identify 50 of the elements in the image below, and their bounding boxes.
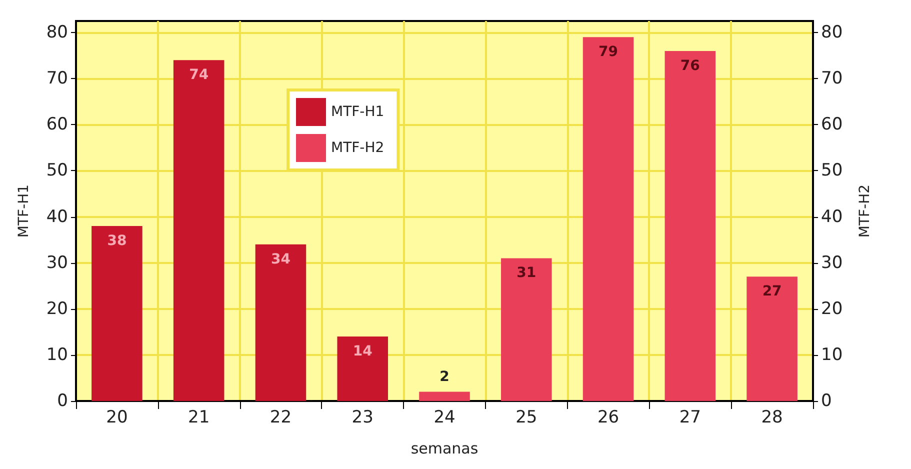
- data-label: 76: [680, 58, 700, 74]
- bar: [419, 392, 470, 401]
- data-label: 14: [352, 344, 373, 360]
- bar: [92, 226, 142, 401]
- y2-axis-title: MTF-H2: [857, 184, 873, 238]
- y-tick-label: 50: [46, 160, 68, 181]
- x-tick-label: 26: [597, 408, 620, 428]
- data-label: 2: [440, 368, 450, 385]
- x-tick-label: 24: [434, 408, 456, 428]
- data-label: 38: [107, 232, 127, 249]
- y-tick-label: 20: [46, 298, 68, 319]
- y2-tick-label: 30: [821, 252, 843, 273]
- data-label: 31: [516, 265, 536, 282]
- x-tick-label: 22: [270, 408, 292, 428]
- y2-tick-label: 60: [821, 114, 843, 135]
- data-label: 74: [189, 67, 209, 84]
- y2-tick-label: 20: [821, 298, 843, 319]
- x-axis-title: semanas: [410, 440, 478, 458]
- bar: [746, 276, 798, 401]
- x-tick-label: 21: [188, 408, 210, 428]
- y-tick-label: 10: [46, 344, 68, 365]
- data-label: 27: [762, 284, 782, 300]
- data-label: 34: [270, 251, 291, 268]
- y-tick-label: 60: [46, 114, 68, 135]
- bar: [501, 258, 552, 401]
- y-tick-label: 70: [46, 68, 68, 89]
- y2-tick-label: 80: [821, 22, 843, 43]
- data-label: 79: [598, 44, 618, 60]
- y-tick-label: 30: [46, 252, 68, 273]
- x-tick-label: 20: [106, 408, 128, 428]
- bar: [664, 50, 716, 401]
- legend-label: MTF-H2: [331, 140, 384, 156]
- y-axis-title: MTF-H1: [16, 184, 32, 238]
- bar: [337, 336, 388, 401]
- x-tick-label: 28: [761, 408, 783, 428]
- y2-tick-label: 50: [821, 160, 843, 181]
- bar: [173, 60, 224, 401]
- y2-tick-label: 0: [821, 391, 832, 411]
- y-tick-label: 80: [46, 22, 68, 43]
- y2-tick-label: 40: [821, 206, 843, 227]
- x-tick-label: 25: [516, 408, 538, 428]
- legend-label: MTF-H1: [331, 104, 384, 120]
- x-tick-label: 23: [352, 408, 374, 428]
- bar: [582, 37, 634, 401]
- y-tick-label: 0: [57, 391, 68, 411]
- y2-tick-label: 70: [821, 68, 843, 89]
- x-tick-label: 27: [679, 408, 701, 428]
- y2-tick-label: 10: [821, 344, 843, 365]
- bar: [255, 244, 306, 401]
- y-tick-label: 40: [46, 206, 68, 227]
